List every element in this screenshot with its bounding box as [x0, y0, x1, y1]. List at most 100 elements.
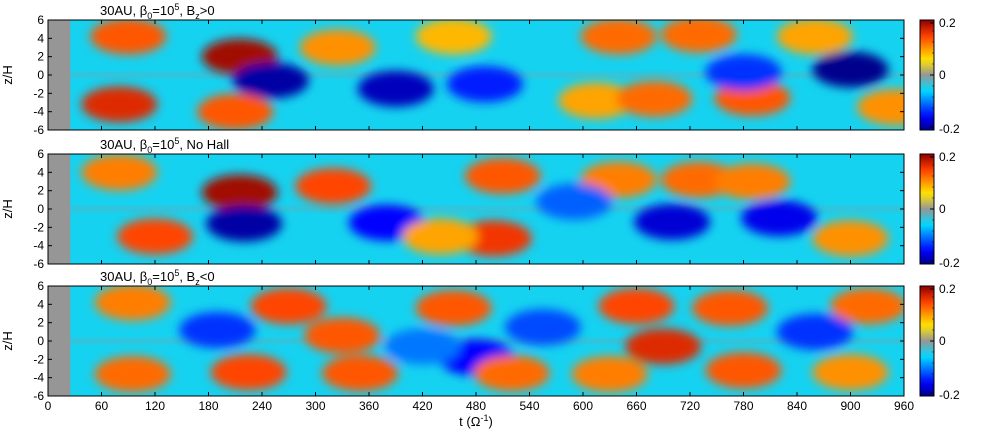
- y-axis-label: z/H: [0, 65, 15, 85]
- x-tick-label: 660: [626, 399, 646, 413]
- x-tick-label: 0: [45, 399, 52, 413]
- field-blob: [402, 218, 479, 255]
- x-tick-label: 240: [252, 399, 272, 413]
- field-blob: [776, 313, 853, 350]
- field-blob: [299, 29, 376, 66]
- field-blob: [415, 290, 492, 326]
- y-tick-label: -2: [33, 352, 44, 366]
- x-tick-label: 300: [305, 399, 325, 413]
- y-tick-label: -6: [33, 123, 44, 137]
- colorbar-tick-label: 0.2: [939, 16, 956, 30]
- y-tick-label: 4: [37, 297, 44, 311]
- field-blob: [81, 154, 158, 191]
- field-blob: [830, 288, 904, 325]
- field-blob: [210, 354, 287, 391]
- x-axis-label: t (Ω-1): [459, 413, 493, 429]
- field-blob: [473, 355, 550, 392]
- x-tick-label: 780: [733, 399, 753, 413]
- y-tick-label: 0: [37, 334, 44, 348]
- x-tick-label: 180: [198, 399, 218, 413]
- x-tick-label: 360: [359, 399, 379, 413]
- field-blob: [504, 309, 581, 346]
- field-blob: [94, 356, 171, 392]
- field-blob: [81, 86, 158, 123]
- field-blob: [232, 62, 309, 99]
- heatmap-quiet-band: [48, 20, 71, 130]
- colorbar-tick-label: -0.2: [939, 388, 960, 402]
- y-tick-label: 2: [37, 184, 44, 198]
- field-blob: [90, 20, 167, 55]
- y-tick-label: -4: [33, 239, 44, 253]
- field-blob: [250, 288, 327, 325]
- y-tick-label: 4: [37, 31, 44, 45]
- field-blob: [705, 352, 782, 389]
- y-tick-label: 0: [37, 202, 44, 216]
- field-blob: [714, 163, 791, 200]
- x-tick-label: 720: [680, 399, 700, 413]
- panel-title: 30AU, β0=105, Bz>0: [100, 2, 215, 21]
- field-blob: [446, 66, 523, 103]
- field-blob: [201, 174, 278, 211]
- x-tick-label: 540: [519, 399, 539, 413]
- field-blob: [536, 183, 613, 220]
- y-tick-label: 4: [37, 165, 44, 179]
- x-tick-label: 960: [894, 399, 914, 413]
- colorbar-tick-label: -0.2: [939, 122, 960, 136]
- field-blob: [295, 168, 372, 205]
- field-blob: [598, 288, 675, 325]
- panel-title: 30AU, β0=105, No Hall: [100, 136, 229, 155]
- heatmap-field: [48, 20, 904, 130]
- field-blob: [558, 82, 635, 119]
- y-tick-label: 2: [37, 50, 44, 64]
- y-tick-label: -4: [33, 105, 44, 119]
- field-blob: [384, 328, 461, 365]
- field-blob: [571, 356, 648, 392]
- field-blob: [322, 355, 399, 392]
- field-blob: [580, 20, 657, 55]
- field-blob: [357, 70, 434, 107]
- colorbar-tick-label: -0.2: [939, 256, 960, 270]
- field-blob: [705, 54, 782, 91]
- field-blob: [857, 89, 904, 126]
- y-tick-label: 0: [37, 68, 44, 82]
- heatmap-quiet-band: [48, 154, 71, 264]
- heatmap-field: [48, 154, 904, 264]
- field-blob: [812, 354, 889, 391]
- field-blob: [741, 200, 818, 237]
- field-blob: [692, 290, 769, 326]
- y-tick-label: -2: [33, 86, 44, 100]
- colorbar-tick-label: 0: [939, 68, 946, 82]
- y-tick-label: -6: [33, 257, 44, 271]
- colorbar-tick-label: 0.2: [939, 150, 956, 164]
- field-blob: [179, 312, 256, 348]
- field-blob: [206, 205, 283, 242]
- field-blob: [117, 218, 193, 255]
- panel-title: 30AU, β0=105, Bz<0: [100, 268, 215, 287]
- x-tick-label: 60: [95, 399, 109, 413]
- heatmap-quiet-band: [48, 286, 71, 396]
- y-tick-label: -6: [33, 389, 44, 403]
- field-blob: [304, 317, 381, 354]
- y-axis-label: z/H: [0, 331, 15, 351]
- x-tick-label: 840: [787, 399, 807, 413]
- heatmap-field: [48, 286, 904, 396]
- y-tick-label: 6: [37, 147, 44, 161]
- field-blob: [616, 80, 693, 117]
- field-blob: [634, 203, 711, 240]
- x-tick-label: 120: [145, 399, 165, 413]
- y-tick-label: -4: [33, 371, 44, 385]
- y-tick-label: 2: [37, 316, 44, 330]
- y-tick-label: -2: [33, 220, 44, 234]
- field-blob: [812, 51, 889, 88]
- heatmap-panel-1: 6 4 2 0 -2 -4 -6 z/H 30AU, β0=105, Bz>0 0.2 0 -0.2: [0, 2, 960, 137]
- y-axis-label: z/H: [0, 199, 15, 219]
- x-tick-label: 900: [840, 399, 860, 413]
- heatmap-midplane-band: [70, 205, 904, 213]
- x-tick-label: 600: [573, 399, 593, 413]
- x-tick-label: 420: [412, 399, 432, 413]
- colorbar-tick-label: 0: [939, 334, 946, 348]
- field-blob: [625, 328, 702, 365]
- colorbar-tick-label: 0.2: [939, 282, 956, 296]
